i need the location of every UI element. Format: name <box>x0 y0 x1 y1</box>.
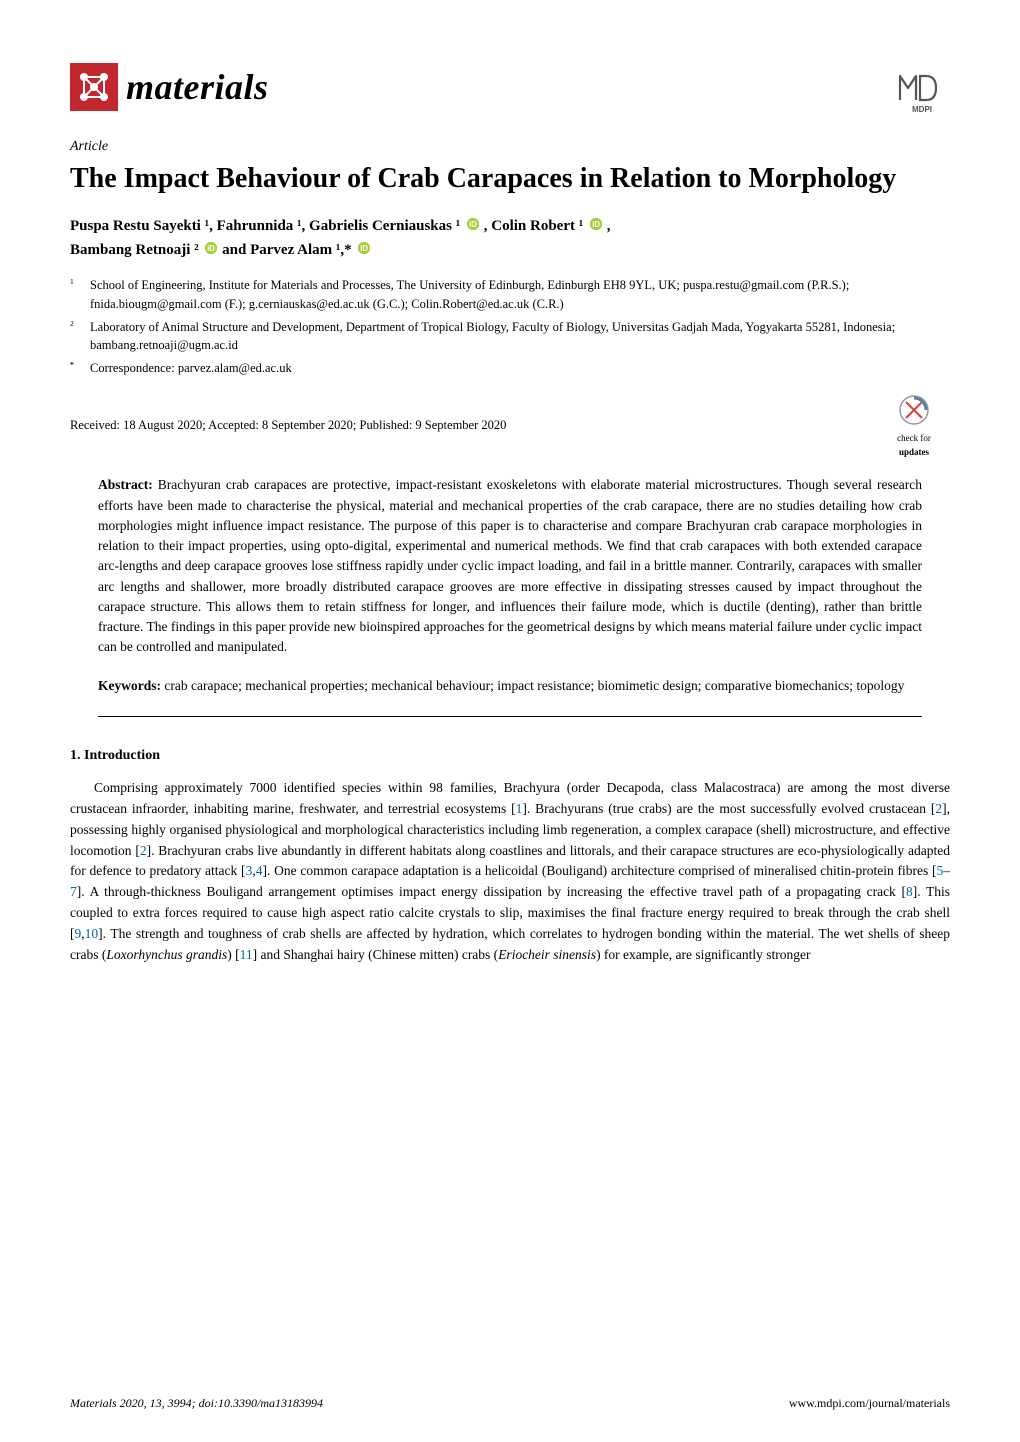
affil-sup-2: 2 <box>70 319 74 328</box>
footer: Materials 2020, 13, 3994; doi:10.3390/ma… <box>70 1394 950 1412</box>
svg-text:iD: iD <box>360 244 368 253</box>
svg-text:iD: iD <box>207 244 215 253</box>
body-text: Comprising approximately 7000 identified… <box>70 778 950 966</box>
authors-line1-end: , <box>607 218 611 234</box>
svg-text:iD: iD <box>592 220 600 229</box>
article-type: Article <box>70 136 950 157</box>
dates-text: Received: 18 August 2020; Accepted: 8 Se… <box>70 416 506 435</box>
svg-text:MDPI: MDPI <box>912 105 932 114</box>
orcid-icon: iD <box>357 241 371 255</box>
affiliation-2: 2 Laboratory of Animal Structure and Dev… <box>70 318 950 356</box>
header: materials MDPI <box>70 60 950 116</box>
affiliation-1: 1 School of Engineering, Institute for M… <box>70 276 950 314</box>
mdpi-logo-icon: MDPI <box>894 60 950 116</box>
materials-logo-icon <box>70 63 118 111</box>
divider <box>98 716 922 717</box>
corr-label: Correspondence: <box>90 361 175 375</box>
corr-email: parvez.alam@ed.ac.uk <box>178 361 292 375</box>
affil-sup-1: 1 <box>70 277 74 286</box>
correspondence: * Correspondence: parvez.alam@ed.ac.uk <box>70 359 950 378</box>
check-updates-badge[interactable]: check for updates <box>878 392 950 460</box>
svg-text:iD: iD <box>469 220 477 229</box>
orcid-icon: iD <box>204 241 218 255</box>
check-line1: check for <box>878 432 950 446</box>
affil-text-1: School of Engineering, Institute for Mat… <box>90 276 950 314</box>
check-line2: updates <box>878 446 950 460</box>
intro-paragraph: Comprising approximately 7000 identified… <box>70 778 950 966</box>
footer-right: www.mdpi.com/journal/materials <box>789 1394 950 1412</box>
abstract: Abstract: Brachyuran crab carapaces are … <box>70 475 950 657</box>
keywords-text: crab carapace; mechanical properties; me… <box>164 678 904 693</box>
corr-text: Correspondence: parvez.alam@ed.ac.uk <box>90 359 292 378</box>
orcid-icon: iD <box>466 217 480 231</box>
dates-row: Received: 18 August 2020; Accepted: 8 Se… <box>70 392 950 460</box>
abstract-label: Abstract: <box>98 477 153 492</box>
journal-name: materials <box>126 60 269 114</box>
authors: Puspa Restu Sayekti ¹, Fahrunnida ¹, Gab… <box>70 214 950 262</box>
article-title: The Impact Behaviour of Crab Carapaces i… <box>70 161 950 196</box>
journal-logo-block: materials <box>70 60 269 114</box>
keywords: Keywords: crab carapace; mechanical prop… <box>70 676 950 696</box>
footer-left: Materials 2020, 13, 3994; doi:10.3390/ma… <box>70 1394 323 1412</box>
abstract-text: Brachyuran crab carapaces are protective… <box>98 477 922 654</box>
authors-line1-part1: Puspa Restu Sayekti ¹, Fahrunnida ¹, Gab… <box>70 218 460 234</box>
corr-sup: * <box>70 360 74 369</box>
affiliations: 1 School of Engineering, Institute for M… <box>70 276 950 378</box>
affil-text-2: Laboratory of Animal Structure and Devel… <box>90 318 950 356</box>
orcid-icon: iD <box>589 217 603 231</box>
authors-line2-part1: Bambang Retnoaji ² <box>70 242 199 258</box>
check-updates-icon <box>896 392 932 428</box>
authors-line1-part2: , Colin Robert ¹ <box>484 218 584 234</box>
authors-line2-part2: and Parvez Alam ¹,* <box>222 242 352 258</box>
keywords-label: Keywords: <box>98 678 161 693</box>
section-heading: 1. Introduction <box>70 745 950 766</box>
